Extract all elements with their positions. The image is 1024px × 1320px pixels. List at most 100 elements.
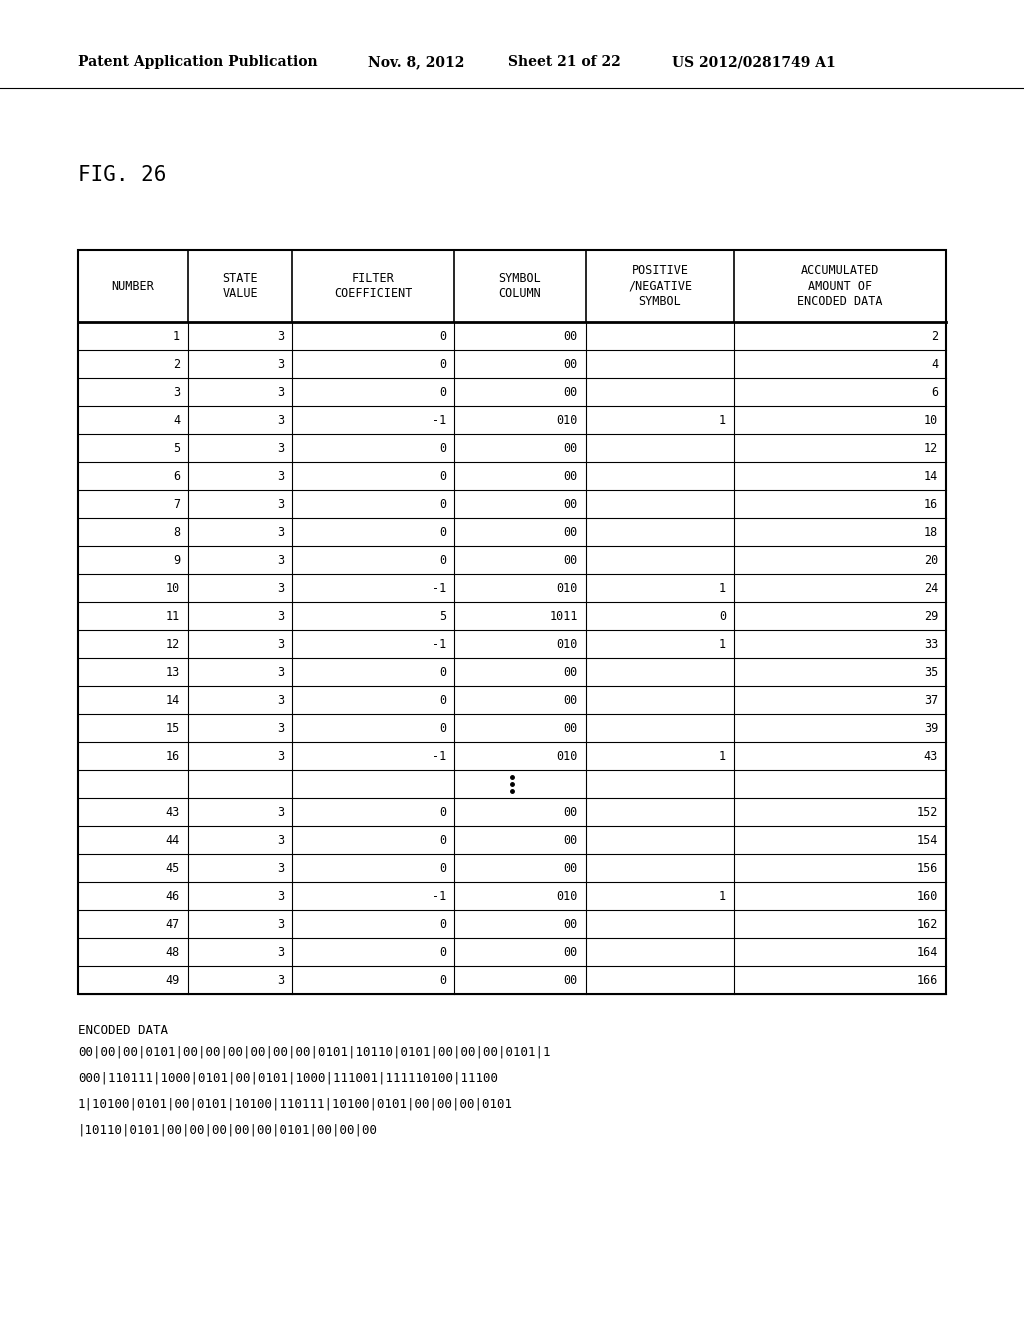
Text: 0: 0 — [439, 498, 446, 511]
Text: 3: 3 — [276, 441, 284, 454]
Text: 00: 00 — [564, 974, 578, 986]
Text: 10: 10 — [924, 413, 938, 426]
Text: -1: -1 — [432, 638, 446, 651]
Text: 43: 43 — [166, 805, 180, 818]
Text: -1: -1 — [432, 582, 446, 594]
Text: 00: 00 — [564, 525, 578, 539]
Text: 3: 3 — [276, 385, 284, 399]
Text: 3: 3 — [276, 553, 284, 566]
Text: 48: 48 — [166, 945, 180, 958]
Text: 0: 0 — [439, 525, 446, 539]
Text: 49: 49 — [166, 974, 180, 986]
Text: US 2012/0281749 A1: US 2012/0281749 A1 — [672, 55, 836, 69]
Text: 3: 3 — [276, 805, 284, 818]
Text: 1: 1 — [719, 638, 726, 651]
Text: 00: 00 — [564, 833, 578, 846]
Text: NUMBER: NUMBER — [112, 280, 155, 293]
Text: 3: 3 — [276, 750, 284, 763]
Text: 3: 3 — [276, 862, 284, 874]
Text: 33: 33 — [924, 638, 938, 651]
Text: 1: 1 — [719, 413, 726, 426]
Text: ACCUMULATED
AMOUNT OF
ENCODED DATA: ACCUMULATED AMOUNT OF ENCODED DATA — [798, 264, 883, 308]
Text: POSITIVE
/NEGATIVE
SYMBOL: POSITIVE /NEGATIVE SYMBOL — [628, 264, 692, 308]
Text: 35: 35 — [924, 665, 938, 678]
Text: 4: 4 — [173, 413, 180, 426]
Text: 0: 0 — [439, 385, 446, 399]
Text: 3: 3 — [276, 945, 284, 958]
Text: 0: 0 — [439, 917, 446, 931]
Text: 154: 154 — [916, 833, 938, 846]
Text: 18: 18 — [924, 525, 938, 539]
Text: 6: 6 — [931, 385, 938, 399]
Text: 152: 152 — [916, 805, 938, 818]
Text: 0: 0 — [439, 470, 446, 483]
Text: 6: 6 — [173, 470, 180, 483]
Text: 12: 12 — [166, 638, 180, 651]
Text: 1: 1 — [719, 890, 726, 903]
Text: 43: 43 — [924, 750, 938, 763]
Text: 1|10100|0101|00|0101|10100|110111|10100|0101|00|00|00|0101: 1|10100|0101|00|0101|10100|110111|10100|… — [78, 1098, 513, 1111]
Text: 0: 0 — [439, 553, 446, 566]
Text: 3: 3 — [276, 582, 284, 594]
Text: 3: 3 — [276, 665, 284, 678]
Text: 0: 0 — [439, 974, 446, 986]
Text: 000|110111|1000|0101|00|0101|1000|111001|111110100|11100: 000|110111|1000|0101|00|0101|1000|111001… — [78, 1072, 498, 1085]
Text: 166: 166 — [916, 974, 938, 986]
Text: 24: 24 — [924, 582, 938, 594]
Text: 9: 9 — [173, 553, 180, 566]
Text: 00: 00 — [564, 665, 578, 678]
Text: 0: 0 — [439, 330, 446, 342]
Text: 00: 00 — [564, 385, 578, 399]
Text: 16: 16 — [924, 498, 938, 511]
Text: 45: 45 — [166, 862, 180, 874]
Text: 1: 1 — [719, 750, 726, 763]
Text: 00: 00 — [564, 553, 578, 566]
Text: 13: 13 — [166, 665, 180, 678]
Text: 010: 010 — [557, 413, 578, 426]
Text: 0: 0 — [439, 693, 446, 706]
Text: 3: 3 — [276, 974, 284, 986]
Text: 3: 3 — [276, 470, 284, 483]
Text: 3: 3 — [276, 693, 284, 706]
Text: 00: 00 — [564, 722, 578, 734]
Text: 0: 0 — [719, 610, 726, 623]
Text: |10110|0101|00|00|00|00|00|0101|00|00|00: |10110|0101|00|00|00|00|00|0101|00|00|00 — [78, 1125, 378, 1137]
Text: 20: 20 — [924, 553, 938, 566]
Text: Sheet 21 of 22: Sheet 21 of 22 — [508, 55, 621, 69]
Text: Patent Application Publication: Patent Application Publication — [78, 55, 317, 69]
Text: SYMBOL
COLUMN: SYMBOL COLUMN — [499, 272, 542, 300]
Text: 39: 39 — [924, 722, 938, 734]
Text: 3: 3 — [276, 610, 284, 623]
Text: 0: 0 — [439, 665, 446, 678]
Text: -1: -1 — [432, 890, 446, 903]
Text: 00: 00 — [564, 470, 578, 483]
Text: 00: 00 — [564, 862, 578, 874]
Text: 164: 164 — [916, 945, 938, 958]
Text: 4: 4 — [931, 358, 938, 371]
Text: 14: 14 — [166, 693, 180, 706]
Text: 15: 15 — [166, 722, 180, 734]
Text: 1: 1 — [719, 582, 726, 594]
Text: FILTER
COEFFICIENT: FILTER COEFFICIENT — [334, 272, 413, 300]
Text: 5: 5 — [173, 441, 180, 454]
Text: 010: 010 — [557, 582, 578, 594]
Text: 00: 00 — [564, 330, 578, 342]
Text: 37: 37 — [924, 693, 938, 706]
Text: 00: 00 — [564, 441, 578, 454]
Text: 00: 00 — [564, 945, 578, 958]
Text: 47: 47 — [166, 917, 180, 931]
Text: 3: 3 — [276, 638, 284, 651]
Text: Nov. 8, 2012: Nov. 8, 2012 — [368, 55, 464, 69]
Text: 2: 2 — [173, 358, 180, 371]
Text: 11: 11 — [166, 610, 180, 623]
Text: 7: 7 — [173, 498, 180, 511]
Text: 00: 00 — [564, 917, 578, 931]
Text: 00: 00 — [564, 498, 578, 511]
Text: 3: 3 — [276, 890, 284, 903]
Text: 44: 44 — [166, 833, 180, 846]
Text: ENCODED DATA: ENCODED DATA — [78, 1024, 168, 1038]
Text: 3: 3 — [276, 833, 284, 846]
Text: 10: 10 — [166, 582, 180, 594]
Text: 0: 0 — [439, 862, 446, 874]
Text: FIG. 26: FIG. 26 — [78, 165, 166, 185]
